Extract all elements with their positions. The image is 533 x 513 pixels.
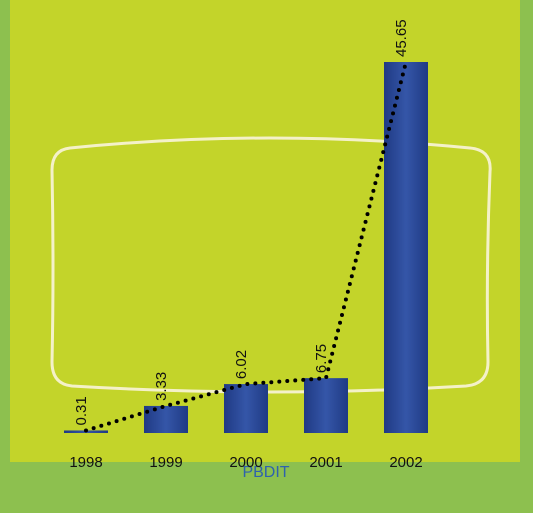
value-label: 0.31	[73, 396, 90, 425]
value-label: 6.75	[313, 344, 330, 373]
bar	[144, 405, 188, 433]
bar	[384, 62, 428, 433]
value-label: 6.02	[233, 350, 250, 379]
value-label: 45.65	[393, 19, 410, 57]
value-label: 3.33	[153, 372, 170, 401]
x-tick-label: 2002	[389, 454, 422, 471]
bar	[224, 384, 268, 433]
x-tick-label: 2001	[309, 454, 342, 471]
x-tick-label: 2000	[229, 454, 262, 471]
chart-title: PBDIT	[242, 464, 289, 481]
bar	[304, 378, 348, 433]
x-tick-label: 1999	[149, 454, 182, 471]
trend-line	[84, 60, 408, 433]
x-tick-label: 1998	[69, 454, 102, 471]
